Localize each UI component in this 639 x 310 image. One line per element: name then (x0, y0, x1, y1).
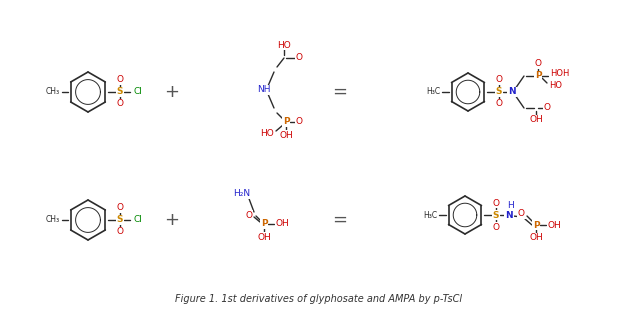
Text: O: O (116, 228, 123, 237)
Text: H₂N: H₂N (233, 189, 250, 198)
Text: P: P (282, 117, 289, 126)
Text: O: O (544, 104, 551, 113)
Text: O: O (495, 76, 502, 85)
Text: P: P (261, 219, 267, 228)
Text: OH: OH (529, 116, 543, 125)
Text: O: O (116, 203, 123, 212)
Text: HO: HO (549, 81, 562, 90)
Text: OH: OH (276, 219, 289, 228)
Text: H₃C: H₃C (426, 87, 440, 96)
Text: +: + (164, 211, 180, 229)
Text: =: = (332, 83, 348, 101)
Text: O: O (116, 100, 123, 108)
Text: H₃C: H₃C (423, 210, 437, 219)
Text: O: O (295, 117, 302, 126)
Text: CH₃: CH₃ (46, 87, 60, 96)
Text: S: S (117, 87, 123, 96)
Text: H: H (507, 201, 513, 210)
Text: CH₃: CH₃ (46, 215, 60, 224)
Text: N: N (505, 210, 513, 219)
Text: P: P (535, 72, 541, 81)
Text: HO: HO (260, 129, 274, 138)
Text: S: S (493, 210, 499, 219)
Text: OH: OH (548, 220, 562, 229)
Text: O: O (534, 60, 541, 69)
Text: P: P (533, 220, 539, 229)
Text: S: S (117, 215, 123, 224)
Text: OH: OH (257, 232, 271, 241)
Text: OH: OH (279, 131, 293, 140)
Text: OH: OH (529, 233, 543, 242)
Text: O: O (518, 210, 525, 219)
Text: =: = (332, 211, 348, 229)
Text: O: O (493, 198, 500, 207)
Text: N: N (508, 87, 516, 96)
Text: O: O (495, 100, 502, 108)
Text: S: S (496, 87, 502, 96)
Text: NH: NH (258, 86, 271, 95)
Text: Cl: Cl (134, 215, 143, 224)
Text: Figure 1. 1st derivatives of glyphosate and AMPA by p-TsCl: Figure 1. 1st derivatives of glyphosate … (176, 294, 463, 304)
Text: O: O (116, 76, 123, 85)
Text: +: + (164, 83, 180, 101)
Text: O: O (295, 54, 302, 63)
Text: HO: HO (277, 41, 291, 50)
Text: O: O (245, 210, 252, 219)
Text: Cl: Cl (134, 87, 143, 96)
Text: HOH: HOH (550, 69, 569, 78)
Text: O: O (493, 223, 500, 232)
